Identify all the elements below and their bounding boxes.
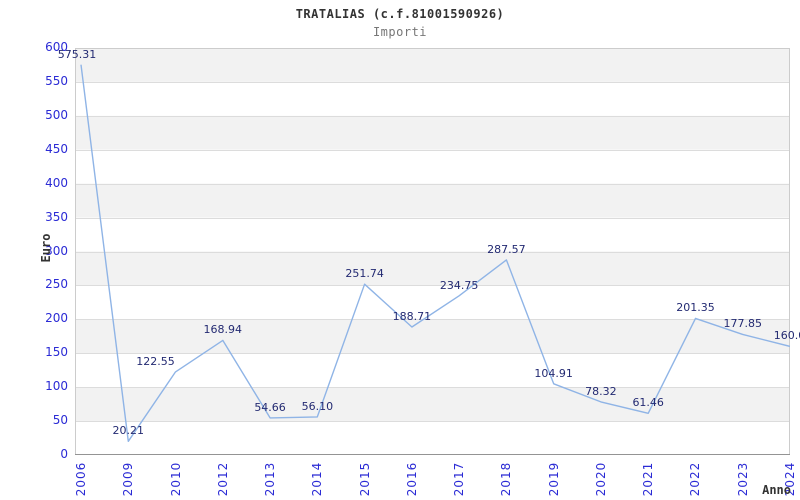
data-label: 188.71 bbox=[392, 309, 432, 323]
data-label: 61.46 bbox=[632, 396, 664, 410]
y-tick-label: 200 bbox=[45, 311, 68, 326]
x-tick-label: 2010 bbox=[168, 461, 183, 497]
x-tick-label: 2014 bbox=[310, 461, 325, 497]
background-band bbox=[75, 319, 790, 354]
data-label: 104.91 bbox=[534, 366, 573, 380]
y-tick-label: 150 bbox=[45, 345, 68, 360]
y-tick-label: 250 bbox=[45, 277, 68, 292]
background-band bbox=[75, 81, 790, 116]
data-label: 20.21 bbox=[112, 424, 145, 438]
background-band bbox=[75, 217, 790, 252]
background-band bbox=[75, 387, 790, 422]
y-tick-label: 50 bbox=[52, 413, 68, 428]
background-band bbox=[75, 353, 790, 388]
data-line bbox=[80, 64, 790, 442]
x-tick-label: 2013 bbox=[263, 461, 278, 497]
y-axis-title: Euro bbox=[39, 233, 53, 263]
background-band bbox=[75, 48, 790, 82]
y-tick-label: 300 bbox=[45, 243, 68, 258]
chart-subtitle: Importi bbox=[372, 25, 428, 39]
x-tick-label: 2023 bbox=[735, 461, 750, 497]
y-tick-label: 350 bbox=[45, 209, 68, 224]
data-label: 251.74 bbox=[345, 267, 384, 281]
data-label: 287.57 bbox=[487, 242, 526, 256]
x-tick-label: 2012 bbox=[215, 461, 230, 497]
background-band bbox=[75, 251, 790, 286]
x-tick-label: 2009 bbox=[121, 461, 136, 497]
data-label: 201.35 bbox=[676, 301, 715, 315]
x-tick-label: 2022 bbox=[688, 461, 703, 497]
data-label: 56.10 bbox=[301, 399, 334, 413]
x-tick-label: 2018 bbox=[499, 461, 514, 497]
data-label: 168.94 bbox=[203, 323, 243, 337]
data-label: 177.85 bbox=[723, 317, 762, 331]
x-tick-label: 2017 bbox=[452, 461, 467, 497]
y-tick-label: 500 bbox=[45, 107, 68, 122]
data-label: 160.07 bbox=[773, 329, 800, 343]
background-band bbox=[75, 183, 790, 218]
background-band bbox=[75, 149, 790, 184]
data-label: 122.55 bbox=[136, 354, 175, 368]
x-tick-label: 2006 bbox=[74, 461, 88, 497]
y-tick-label: 600 bbox=[45, 40, 68, 54]
y-tick-label: 100 bbox=[45, 379, 68, 394]
x-tick-label: 2016 bbox=[404, 461, 419, 497]
background-band bbox=[75, 421, 790, 455]
y-tick-label: 550 bbox=[45, 73, 68, 88]
plot-area bbox=[75, 48, 790, 455]
chart-title: TRATALIAS (c.f.81001590926) bbox=[295, 7, 505, 21]
y-tick-label: 0 bbox=[60, 447, 68, 461]
y-tick-label: 400 bbox=[45, 175, 68, 190]
data-label: 78.32 bbox=[585, 384, 617, 398]
x-axis-title: Anno bbox=[762, 483, 791, 497]
background-band bbox=[75, 115, 790, 150]
y-tick-label: 450 bbox=[45, 141, 68, 156]
x-tick-label: 2019 bbox=[546, 461, 561, 497]
data-label: 575.31 bbox=[57, 47, 97, 61]
data-label: 234.75 bbox=[439, 278, 479, 292]
data-label: 54.66 bbox=[254, 400, 286, 414]
x-tick-label: 2021 bbox=[641, 461, 656, 497]
x-tick-label: 2020 bbox=[593, 461, 608, 497]
x-tick-label: 2015 bbox=[357, 461, 372, 497]
